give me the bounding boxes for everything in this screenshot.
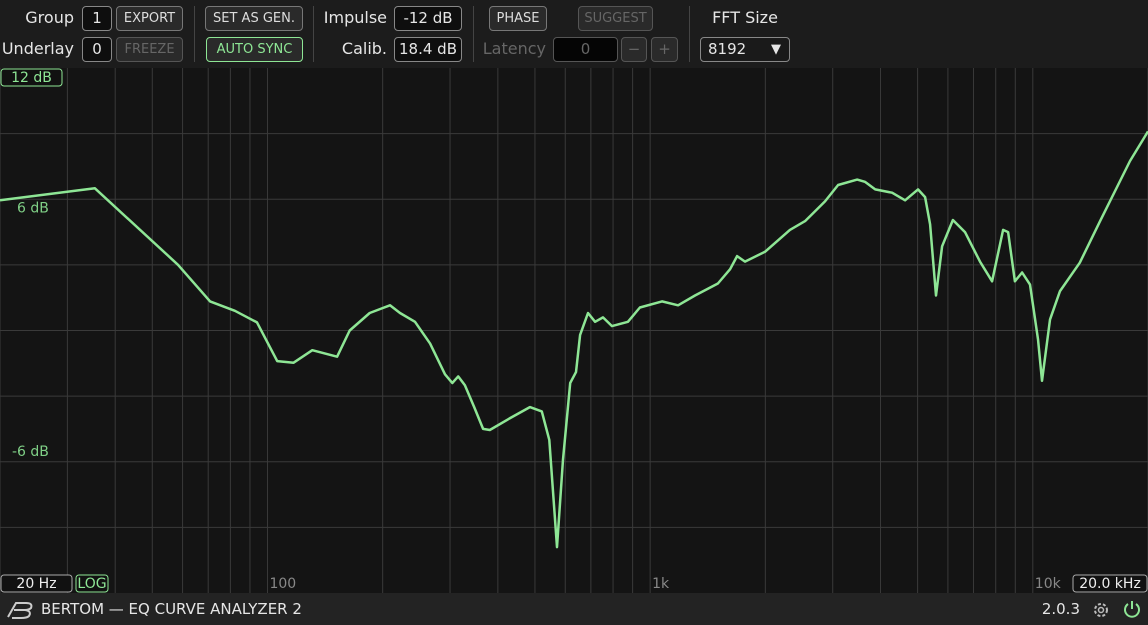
- group-label: Group: [25, 8, 74, 27]
- calib-field[interactable]: 18.4 dB: [394, 37, 462, 62]
- separator: [689, 6, 690, 62]
- fft-size-dropdown[interactable]: 8192 ▼: [700, 37, 790, 62]
- log-button-box: [75, 574, 109, 593]
- underlay-label: Underlay: [1, 39, 74, 58]
- footer-title: BERTOM — EQ CURVE ANALYZER 2: [41, 600, 302, 618]
- y-max-label: 12 dB: [0, 68, 63, 87]
- export-button[interactable]: EXPORT: [116, 6, 183, 31]
- fft-size-value: 8192: [708, 40, 747, 58]
- x-min-label-text: 20 Hz: [16, 576, 56, 592]
- log-button-text: LOG: [77, 576, 106, 592]
- version: 2.0.3: [1041, 600, 1080, 618]
- separator: [473, 6, 474, 62]
- group-field[interactable]: 1: [82, 6, 112, 31]
- freeze-button[interactable]: FREEZE: [116, 37, 183, 62]
- dropdown-arrow: ▼: [771, 42, 781, 57]
- y-max-label-box: [0, 68, 63, 87]
- fft-size-label: FFT Size: [712, 8, 778, 27]
- separator: [313, 6, 314, 62]
- impulse-label: Impulse: [323, 8, 387, 27]
- y-max-label-text: 12 dB: [11, 70, 52, 86]
- log-button[interactable]: LOG: [75, 574, 109, 593]
- power-button[interactable]: [1122, 599, 1142, 619]
- suggest-button[interactable]: SUGGEST: [578, 6, 653, 31]
- auto-sync-button[interactable]: AUTO SYNC: [206, 37, 303, 62]
- x-tick-label: 100: [269, 576, 296, 592]
- latency-label: Latency: [482, 39, 546, 58]
- x-tick-label: 10k: [1035, 576, 1062, 592]
- x-max-label: 20.0 kHz: [1072, 574, 1148, 593]
- underlay-field[interactable]: 0: [82, 37, 112, 62]
- footer: [0, 593, 1148, 625]
- eq-plot: 100 1k 10k 6 dB -6 dB 12 dB 20 Hz LOG 20.0 kHz: [0, 68, 1148, 593]
- x-max-label-box: [1072, 574, 1148, 593]
- eq-curve: [0, 130, 1148, 549]
- settings-button[interactable]: [1091, 600, 1111, 620]
- latency-plus[interactable]: +: [651, 37, 678, 62]
- y-tick-label: 6 dB: [17, 200, 49, 216]
- x-min-label: 20 Hz: [0, 574, 73, 593]
- latency-minus[interactable]: −: [621, 37, 647, 62]
- calib-label: Calib.: [341, 39, 387, 58]
- impulse-field[interactable]: -12 dB: [394, 6, 462, 31]
- x-max-label-text: 20.0 kHz: [1079, 576, 1141, 592]
- y-tick-label: -6 dB: [12, 444, 49, 460]
- phase-button[interactable]: PHASE: [489, 6, 547, 31]
- bertom-logo: [7, 602, 33, 619]
- latency-field[interactable]: 0: [553, 37, 618, 62]
- x-tick-label: 1k: [652, 576, 670, 592]
- x-min-label-box: [0, 574, 73, 593]
- separator: [194, 6, 195, 62]
- set-as-gen-button[interactable]: SET AS GEN.: [205, 6, 303, 31]
